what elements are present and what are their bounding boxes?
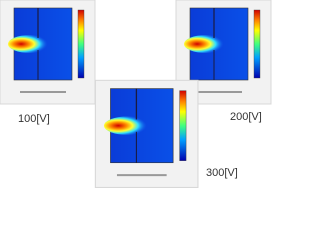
panel-label: 300[V]	[206, 167, 238, 179]
heatmap-panel	[0, 0, 96, 105]
panel-label: 100[V]	[18, 113, 50, 125]
panel-label: 200[V]	[230, 111, 262, 123]
heatmap-panel	[94, 79, 200, 188]
figure: 100[V] 200[V] 300[V]	[0, 0, 272, 188]
